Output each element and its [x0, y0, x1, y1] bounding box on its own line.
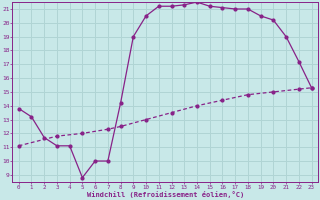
X-axis label: Windchill (Refroidissement éolien,°C): Windchill (Refroidissement éolien,°C) — [86, 191, 244, 198]
